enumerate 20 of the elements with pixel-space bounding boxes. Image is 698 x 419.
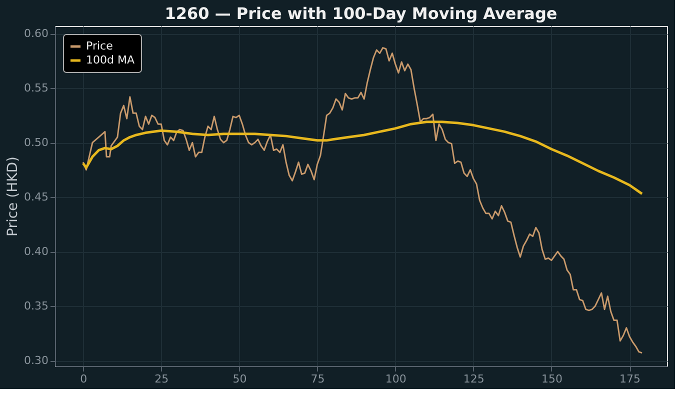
x-tick-label: 100 — [385, 372, 406, 386]
chart-title: 1260 — Price with 100-Day Moving Average — [164, 4, 558, 23]
legend-label: 100d MA — [86, 54, 135, 66]
y-tick-label: 0.40 — [24, 245, 48, 258]
y-tick-label: 0.50 — [24, 136, 48, 150]
x-tick-label: 75 — [310, 372, 325, 386]
x-tick-label: 175 — [620, 372, 641, 386]
y-tick-label: 0.35 — [24, 300, 48, 313]
x-tick-label: 50 — [232, 372, 247, 386]
line-series — [82, 120, 644, 196]
y-axis-title: Price (HKD) — [5, 156, 22, 237]
legend-label: Price — [86, 40, 114, 52]
y-tick-label: 0.30 — [24, 354, 48, 368]
y-tick-label: 0.45 — [24, 190, 48, 204]
y-tick-label: 0.55 — [24, 82, 48, 95]
y-tick-label: 0.60 — [24, 27, 48, 40]
x-tick-label: 125 — [463, 372, 484, 386]
x-tick-label: 150 — [541, 372, 562, 386]
x-tick-label: 25 — [154, 372, 169, 386]
x-tick-label: 0 — [80, 372, 88, 386]
